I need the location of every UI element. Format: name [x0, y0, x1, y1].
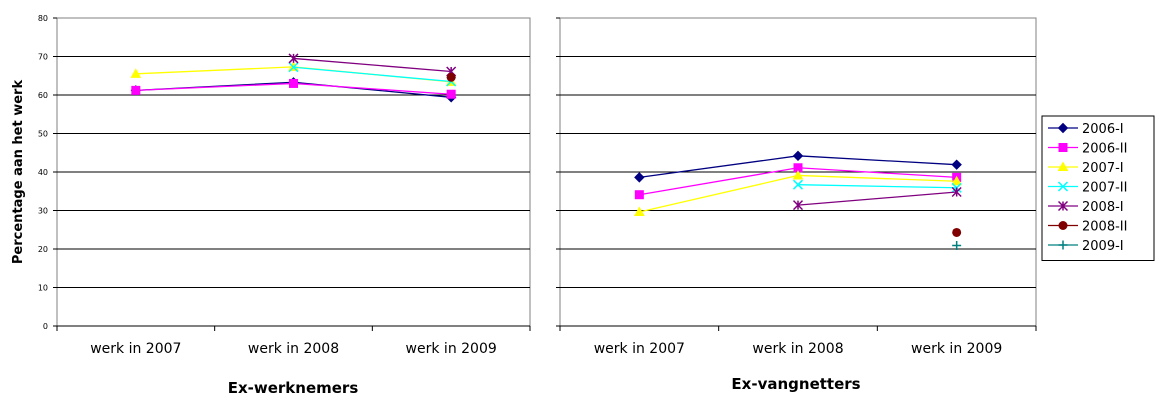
- data-point-2008-i: [951, 186, 962, 198]
- x-tick-label: werk in 2007: [594, 341, 685, 357]
- y-tick-label: 60: [38, 91, 48, 100]
- panel-ex-vangnetters: werk in 2007 werk in 2008 werk in 2009: [556, 17, 1037, 357]
- data-point-2007-i: [951, 175, 963, 186]
- data-point-2007-i: [633, 206, 645, 217]
- data-point-2008-ii: [952, 227, 962, 237]
- legend-marker-2006-i: [1057, 122, 1069, 134]
- data-point-2007-ii: [288, 62, 299, 73]
- data-point-2006-ii: [793, 163, 803, 173]
- series-line-2008-i: [797, 191, 957, 206]
- legend-marker-2009-i: [1058, 240, 1068, 250]
- x-axis-title-ex-vangnetters: Ex-vangnetters: [731, 375, 860, 393]
- y-axis-title: Percentage aan het werk: [11, 80, 26, 265]
- data-point-2006-ii: [634, 190, 644, 200]
- x-axis-title-ex-werknemers: Ex-werknemers: [228, 379, 359, 395]
- data-point-2008-ii: [446, 72, 456, 82]
- y-tick-label: 30: [38, 207, 48, 216]
- y-tick-label: 80: [38, 14, 48, 23]
- data-point-2007-ii: [792, 179, 804, 190]
- y-tick-label: 50: [38, 130, 48, 139]
- x-tick-label: werk in 2007: [90, 341, 181, 357]
- data-point-2008-i: [288, 53, 299, 64]
- legend-label-2006-ii: 2006-II: [1082, 142, 1127, 157]
- legend-label-2008-ii: 2008-II: [1082, 220, 1127, 235]
- data-point-2006-ii: [289, 78, 298, 88]
- data-point-2006-ii: [446, 89, 456, 99]
- y-tick-label: 40: [38, 168, 48, 177]
- legend-marker-2006-ii: [1058, 143, 1068, 152]
- data-point-2007-i: [130, 68, 142, 78]
- y-tick-label: 0: [43, 322, 48, 331]
- x-tick-label: werk in 2008: [248, 341, 339, 357]
- x-tick-label: werk in 2009: [911, 341, 1002, 357]
- y-tick-label: 10: [38, 284, 48, 293]
- y-tick-label: 20: [38, 245, 48, 254]
- legend-label-2007-ii: 2007-II: [1082, 181, 1127, 196]
- data-point-2006-ii: [131, 85, 141, 95]
- legend-label-2009-i: 2009-I: [1082, 239, 1124, 254]
- data-point-2006-i: [951, 159, 962, 170]
- data-point-2008-i: [792, 200, 804, 211]
- legend-label-2008-i: 2008-I: [1082, 200, 1124, 215]
- y-tick-label: 70: [38, 53, 48, 62]
- legend-label-2006-i: 2006-I: [1082, 122, 1124, 137]
- legend: 2006-I 2006-II 2007-I 2007-II 2008-I 2008-II 2…: [1041, 115, 1155, 261]
- legend-marker-2007-i: [1057, 161, 1069, 171]
- series-line-2007-ii: [797, 184, 957, 189]
- legend-label-2007-i: 2007-I: [1082, 161, 1124, 176]
- data-point-2007-i: [792, 169, 804, 180]
- legend-marker-2007-ii: [1057, 181, 1069, 192]
- series-line-2008-i: [293, 57, 452, 73]
- data-point-2006-i: [634, 172, 645, 183]
- data-point-2009-i: [952, 241, 962, 251]
- x-tick-label: werk in 2008: [752, 341, 843, 357]
- legend-marker-2008-ii: [1058, 221, 1068, 230]
- data-point-2006-i: [792, 150, 804, 162]
- legend-marker-2008-i: [1057, 200, 1069, 212]
- series-line-2007-ii: [293, 66, 452, 83]
- panel-ex-werknemers: 0 10 20 30 40 50 60 70 80 werk in 2007 werk in 200…: [38, 14, 531, 357]
- x-tick-label: werk in 2009: [406, 341, 497, 357]
